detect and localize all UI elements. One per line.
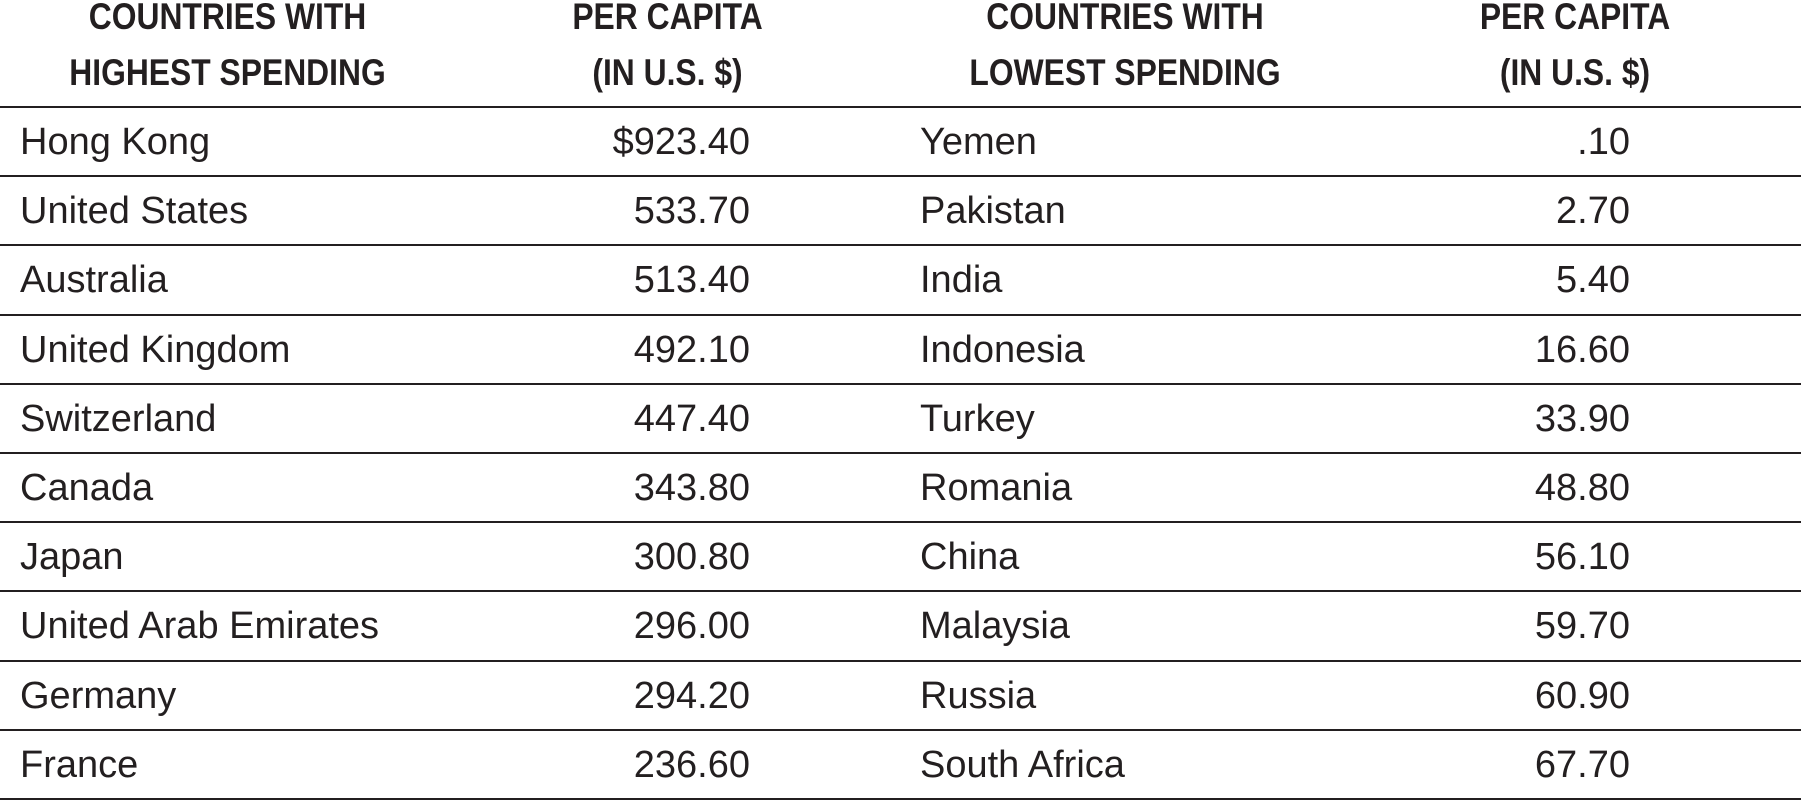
table-header: COUNTRIES WITH HIGHEST SPENDING PER CAPI…: [0, 0, 1801, 105]
table-row: United Kingdom 492.10 Indonesia 16.60: [0, 316, 1801, 385]
low-country-cell: Pakistan: [920, 190, 1066, 232]
high-value-cell: 296.00: [633, 605, 750, 647]
row-divider: [0, 521, 1801, 523]
row-divider: [0, 175, 1801, 177]
header-text: COUNTRIES WITH: [986, 0, 1264, 37]
header-highest-per-capita: PER CAPITA (IN U.S. $): [562, 0, 773, 105]
row-divider: [0, 452, 1801, 454]
high-value-cell: 294.20: [633, 675, 750, 717]
low-value-cell: .10: [1577, 121, 1630, 163]
table-row: United States 533.70 Pakistan 2.70: [0, 177, 1801, 246]
row-divider: [0, 383, 1801, 385]
low-value-cell: 56.10: [1534, 536, 1630, 578]
row-divider: [0, 729, 1801, 731]
high-country-cell: United States: [20, 190, 249, 232]
low-country-cell: Indonesia: [920, 329, 1085, 371]
header-text: LOWEST SPENDING: [969, 52, 1281, 93]
high-country-cell: Japan: [20, 536, 124, 578]
table-row: Germany 294.20 Russia 60.90: [0, 662, 1801, 731]
table-row: Switzerland 447.40 Turkey 33.90: [0, 385, 1801, 454]
header-lowest-country: COUNTRIES WITH LOWEST SPENDING: [940, 0, 1310, 105]
low-country-cell: South Africa: [920, 744, 1125, 786]
low-value-cell: 2.70: [1556, 190, 1630, 232]
low-country-cell: Yemen: [920, 121, 1037, 163]
row-divider: [0, 590, 1801, 592]
high-country-cell: United Arab Emirates: [20, 605, 380, 647]
row-divider: [0, 798, 1801, 800]
table-row: United Arab Emirates 296.00 Malaysia 59.70: [0, 592, 1801, 661]
high-value-cell: 343.80: [633, 467, 750, 509]
low-value-cell: 67.70: [1534, 744, 1630, 786]
row-divider: [0, 244, 1801, 246]
header-text: PER CAPITA: [1479, 0, 1671, 37]
low-country-cell: Malaysia: [920, 605, 1070, 647]
header-lowest-per-capita: PER CAPITA (IN U.S. $): [1463, 0, 1687, 105]
low-value-cell: 16.60: [1534, 329, 1630, 371]
header-text: PER CAPITA: [572, 0, 763, 37]
high-country-cell: Canada: [20, 467, 154, 509]
low-country-cell: India: [920, 259, 1003, 301]
header-text: HIGHEST SPENDING: [69, 52, 386, 93]
high-value-cell: 447.40: [633, 398, 750, 440]
high-country-cell: Australia: [20, 259, 168, 301]
high-value-cell: $923.40: [612, 121, 750, 163]
high-country-cell: Switzerland: [20, 398, 217, 440]
table-row: Australia 513.40 India 5.40: [0, 246, 1801, 315]
row-divider: [0, 660, 1801, 662]
high-country-cell: Germany: [20, 675, 177, 717]
low-country-cell: Turkey: [920, 398, 1035, 440]
low-value-cell: 33.90: [1534, 398, 1630, 440]
table-row: Canada 343.80 Romania 48.80: [0, 454, 1801, 523]
header-text: COUNTRIES WITH: [88, 0, 367, 37]
low-country-cell: Russia: [920, 675, 1037, 717]
high-value-cell: 300.80: [633, 536, 750, 578]
high-value-cell: 236.60: [633, 744, 750, 786]
row-divider: [0, 314, 1801, 316]
high-value-cell: 513.40: [633, 259, 750, 301]
low-value-cell: 60.90: [1534, 675, 1630, 717]
header-highest-country: COUNTRIES WITH HIGHEST SPENDING: [32, 0, 423, 105]
table-row: Hong Kong $923.40 Yemen .10: [0, 108, 1801, 177]
low-country-cell: Romania: [920, 467, 1073, 509]
table-row: Japan 300.80 China 56.10: [0, 523, 1801, 592]
table-row: France 236.60 South Africa 67.70: [0, 731, 1801, 800]
high-value-cell: 492.10: [633, 329, 750, 371]
header-text: (IN U.S. $): [1499, 52, 1651, 93]
low-value-cell: 59.70: [1534, 605, 1630, 647]
low-value-cell: 48.80: [1534, 467, 1630, 509]
high-country-cell: United Kingdom: [20, 329, 291, 371]
high-country-cell: Hong Kong: [20, 121, 211, 163]
header-text: (IN U.S. $): [592, 52, 743, 93]
low-country-cell: China: [920, 536, 1020, 578]
high-country-cell: France: [20, 744, 139, 786]
header-rule: [0, 106, 1801, 108]
low-value-cell: 5.40: [1556, 259, 1630, 301]
high-value-cell: 533.70: [633, 190, 750, 232]
